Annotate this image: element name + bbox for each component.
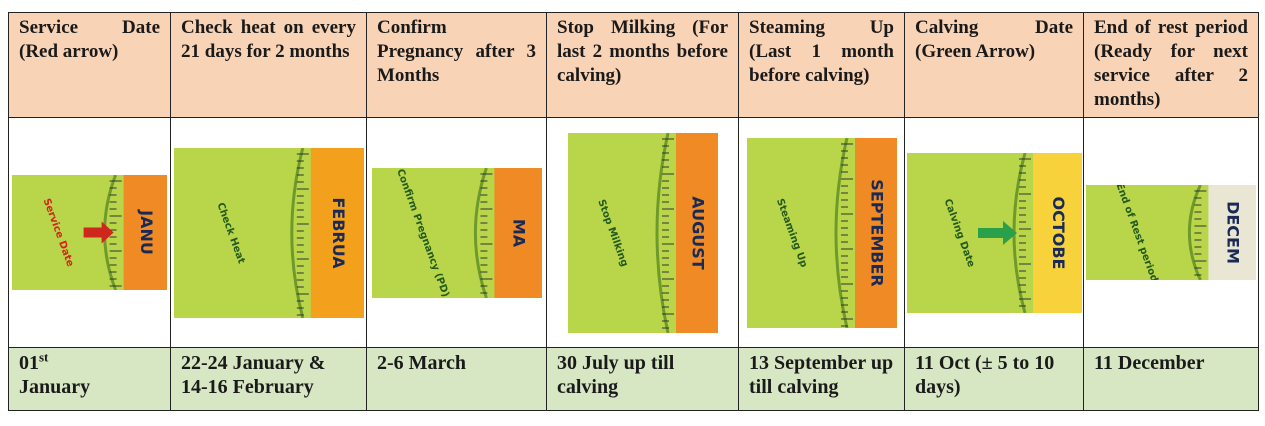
header-row: Service Date (Red arrow)Check heat on ev…: [9, 13, 1259, 118]
month-label: DECEM: [1224, 201, 1243, 264]
month-label: OCTOBE: [1049, 196, 1068, 269]
schedule-table: Service Date (Red arrow)Check heat on ev…: [8, 12, 1259, 411]
cropped-header-strip: [0, 0, 1265, 12]
header-cell: Check heat on every 21 days for 2 months: [171, 13, 367, 118]
date-cell: 11 December: [1084, 348, 1259, 411]
header-cell: Service Date (Red arrow): [9, 13, 171, 118]
header-cell: Steaming Up (Last 1 month before calving…: [739, 13, 905, 118]
date-cell: 30 July up till calving: [547, 348, 739, 411]
date-row: 01st January 22-24 January & 14-16 Februar…: [9, 348, 1259, 411]
month-label: JANU: [137, 209, 156, 255]
page: Service Date (Red arrow)Check heat on ev…: [0, 0, 1265, 426]
header-cell: Calving Date (Green Arrow): [905, 13, 1084, 118]
date-cell: 11 Oct (± 5 to 10 days): [905, 348, 1084, 411]
header-cell: Confirm Pregnancy after 3 Months: [367, 13, 547, 118]
date-month: January: [19, 376, 90, 398]
month-label: FEBRUA: [328, 197, 347, 269]
date-suffix: st: [39, 349, 48, 364]
date-cell: 01st January: [9, 348, 171, 411]
month-label: MA: [509, 218, 528, 247]
month-label: AUGUST: [688, 196, 707, 270]
month-label: SEPTEMBER: [867, 179, 886, 286]
header-cell: End of rest period (Ready for next servi…: [1084, 13, 1259, 118]
date-cell: 13 September up till calving: [739, 348, 905, 411]
date-cell: 2-6 March: [367, 348, 547, 411]
date-cell: 22-24 January & 14-16 February: [171, 348, 367, 411]
header-cell: Stop Milking (For last 2 months before c…: [547, 13, 739, 118]
date-day: 01: [19, 352, 39, 374]
